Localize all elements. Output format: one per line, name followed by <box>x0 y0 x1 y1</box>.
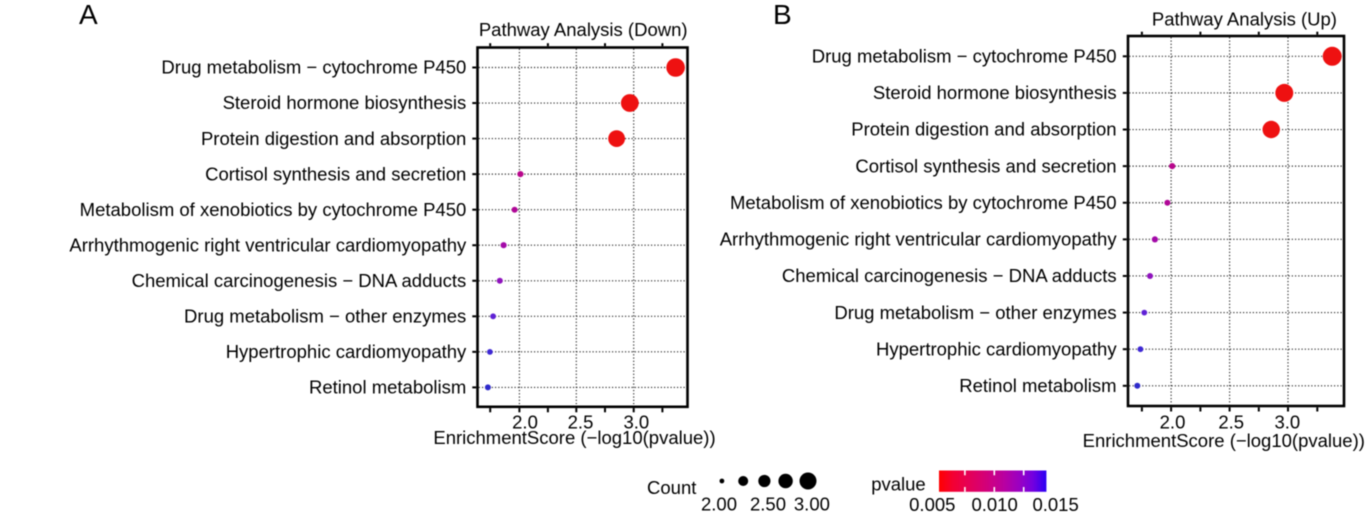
svg-text:Drug metabolism − other enzyme: Drug metabolism − other enzymes <box>184 306 466 327</box>
svg-text:Chemical carcinogenesis − DNA: Chemical carcinogenesis − DNA adducts <box>782 265 1117 286</box>
svg-text:Metabolism of xenobiotics by c: Metabolism of xenobiotics by cytochrome … <box>730 192 1117 213</box>
svg-text:Pathway Analysis (Down): Pathway Analysis (Down) <box>479 19 688 40</box>
svg-text:3.00: 3.00 <box>794 494 830 515</box>
svg-text:Hypertrophic cardiomyopathy: Hypertrophic cardiomyopathy <box>226 341 467 362</box>
svg-text:2.00: 2.00 <box>701 494 737 515</box>
svg-text:Drug metabolism − cytochrome P: Drug metabolism − cytochrome P450 <box>161 57 466 78</box>
svg-text:0.015: 0.015 <box>1032 494 1078 515</box>
svg-text:Hypertrophic cardiomyopathy: Hypertrophic cardiomyopathy <box>876 338 1117 359</box>
svg-text:EnrichmentScore (−log10(pvalue: EnrichmentScore (−log10(pvalue)) <box>433 427 715 448</box>
svg-text:2.5: 2.5 <box>1218 412 1244 433</box>
svg-text:Protein digestion and absorpti: Protein digestion and absorption <box>851 119 1116 140</box>
svg-text:EnrichmentScore (−log10(pvalue: EnrichmentScore (−log10(pvalue)) <box>1083 430 1365 451</box>
svg-text:2.5: 2.5 <box>568 412 594 433</box>
svg-text:Drug metabolism − cytochrome P: Drug metabolism − cytochrome P450 <box>812 46 1117 67</box>
svg-text:0.005: 0.005 <box>909 494 955 515</box>
svg-text:pvalue: pvalue <box>871 474 926 495</box>
svg-text:Steroid hormone biosynthesis: Steroid hormone biosynthesis <box>223 92 467 113</box>
svg-text:Chemical carcinogenesis − DNA: Chemical carcinogenesis − DNA adducts <box>132 270 467 291</box>
svg-text:2.0: 2.0 <box>1160 412 1186 433</box>
svg-text:B: B <box>773 0 792 30</box>
svg-text:2.50: 2.50 <box>750 494 786 515</box>
svg-text:A: A <box>79 0 98 30</box>
svg-text:0.010: 0.010 <box>971 494 1017 515</box>
svg-text:3.0: 3.0 <box>623 412 649 433</box>
svg-text:Arrhythmogenic right ventricul: Arrhythmogenic right ventricular cardiom… <box>720 229 1118 250</box>
svg-text:Arrhythmogenic right ventricul: Arrhythmogenic right ventricular cardiom… <box>69 234 467 255</box>
svg-text:2.0: 2.0 <box>512 412 538 433</box>
svg-text:3.0: 3.0 <box>1274 412 1300 433</box>
svg-text:Cortisol synthesis and secreti: Cortisol synthesis and secretion <box>205 163 466 184</box>
svg-text:Count: Count <box>647 477 696 498</box>
svg-text:Retinol metabolism: Retinol metabolism <box>959 375 1116 396</box>
svg-text:Cortisol synthesis and secreti: Cortisol synthesis and secretion <box>855 155 1116 176</box>
svg-text:Pathway Analysis (Up): Pathway Analysis (Up) <box>1152 9 1337 30</box>
svg-text:Retinol metabolism: Retinol metabolism <box>309 377 466 398</box>
svg-text:Metabolism of xenobiotics by c: Metabolism of xenobiotics by cytochrome … <box>80 199 467 220</box>
svg-text:Steroid hormone biosynthesis: Steroid hormone biosynthesis <box>873 82 1117 103</box>
svg-text:Protein digestion and absorpti: Protein digestion and absorption <box>201 128 466 149</box>
svg-text:Drug metabolism − other enzyme: Drug metabolism − other enzymes <box>834 302 1116 323</box>
